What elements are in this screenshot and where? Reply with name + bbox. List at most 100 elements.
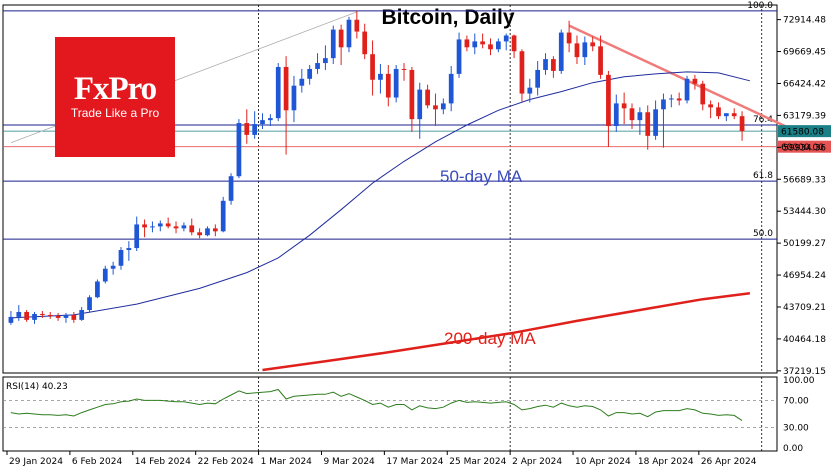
fib-level-label: 50.0: [753, 229, 773, 239]
candle-body: [488, 44, 493, 50]
candle-body: [362, 31, 368, 55]
candle-body: [205, 228, 210, 236]
candle-body: [338, 29, 344, 48]
candle-body: [110, 265, 116, 269]
candle-body: [220, 200, 226, 232]
date-axis-label: 2 Apr 2024: [512, 457, 562, 467]
price-panel-frame: [2, 4, 778, 374]
candle-body: [134, 224, 140, 249]
rsi-panel-frame: [2, 376, 778, 452]
price-axis-tick: 66424.42: [783, 79, 826, 89]
candle-body: [385, 73, 391, 98]
candle-body: [244, 123, 250, 135]
candle-body: [323, 58, 328, 64]
candle-body: [409, 69, 415, 120]
candle-body: [511, 35, 517, 52]
candle-body: [150, 226, 155, 228]
candle-body: [433, 105, 438, 110]
price-tag-label: 61580.08: [781, 128, 824, 138]
fib-level-label: 61.8: [753, 171, 773, 181]
date-axis-label: 25 Mar 2024: [449, 457, 506, 467]
date-axis-label: 1 Mar 2024: [261, 457, 313, 467]
price-tag-box: [778, 125, 831, 138]
fxpro-logo: FxPro Trade Like a Pro: [55, 37, 175, 157]
candle-body: [535, 69, 541, 88]
candle-body: [315, 63, 320, 69]
candle-body: [87, 297, 92, 311]
rsi-label: RSI(14) 40.23: [6, 382, 68, 392]
candle-body: [543, 59, 548, 70]
candle-body: [252, 124, 258, 135]
candle-body: [40, 313, 45, 315]
ma200-label: 200-day MA: [444, 329, 536, 348]
rsi-axis-tick: 70.00: [783, 396, 809, 406]
ma50-label: 50-day MA: [440, 167, 523, 186]
candle-body: [558, 32, 564, 71]
date-axis-label: 6 Feb 2024: [72, 457, 123, 467]
candle-body: [102, 268, 108, 282]
date-axis-label: 14 Feb 2024: [135, 457, 191, 467]
candle-body: [79, 310, 85, 320]
candle-body: [731, 113, 737, 117]
candle-body: [606, 74, 611, 127]
date-axis-label: 29 Jan 2024: [9, 457, 63, 467]
candle-body: [723, 113, 729, 117]
price-axis-tick: 59934.36: [783, 143, 826, 153]
price-tag-box: [778, 140, 831, 153]
candle-body: [165, 223, 171, 227]
candle-body: [260, 120, 265, 125]
candle-body: [401, 68, 407, 70]
candle-body: [354, 19, 360, 32]
fxpro-logo-word: FxPro: [73, 71, 157, 107]
candle-body: [346, 19, 352, 48]
candle-body: [440, 103, 446, 110]
candle-body: [661, 99, 666, 110]
date-axis-label: 10 Apr 2024: [575, 457, 631, 467]
candle-body: [393, 68, 399, 98]
candle-body: [63, 314, 69, 318]
rsi-axis-tick: 0.00: [783, 444, 803, 454]
candle-body: [645, 112, 651, 136]
date-axis-label: 18 Apr 2024: [638, 457, 694, 467]
price-axis-tick: 72914.48: [783, 16, 826, 26]
ma200-line: [262, 292, 751, 372]
candle-body: [142, 224, 147, 228]
candle-body: [16, 311, 22, 317]
axes: 61580.08 60000.00 72914.48 69669.45 66424.42…: [6, 16, 831, 467]
rsi-axis-tick: 100.00: [783, 376, 815, 386]
candles: [8, 10, 745, 325]
candle-body: [653, 109, 658, 136]
candle-body: [700, 83, 706, 105]
candle-body: [268, 118, 273, 121]
candle-body: [708, 104, 713, 108]
candle-body: [47, 314, 53, 316]
price-axis-tick: 50199.27: [783, 239, 826, 249]
candle-body: [519, 51, 525, 94]
candle-body: [24, 311, 30, 320]
candle-body: [307, 68, 313, 79]
rsi-line: [10, 388, 743, 422]
candle-body: [692, 78, 698, 84]
candle-body: [668, 98, 674, 100]
fxpro-logo-tagline: Trade Like a Pro: [70, 106, 160, 120]
candle-body: [629, 108, 635, 121]
price-axis-tick: 40464.18: [783, 335, 826, 345]
candle-body: [370, 54, 375, 80]
candle-body: [551, 59, 556, 71]
price-axis-tick: 37219.15: [783, 367, 826, 377]
candle-body: [590, 42, 596, 47]
candle-body: [425, 89, 430, 106]
price-axis-tick: 53444.30: [783, 207, 826, 217]
price-axis-tick: 69669.45: [783, 48, 826, 58]
price-axis-tick: 43709.21: [783, 303, 826, 313]
candle-body: [197, 232, 202, 236]
candle-body: [126, 248, 132, 251]
candle-body: [480, 41, 485, 45]
candle-body: [417, 89, 423, 120]
price-tag-label: 60000.00: [781, 143, 824, 153]
candle-body: [228, 176, 234, 201]
price-axis-tick: 46954.24: [783, 271, 826, 281]
chart-title: Bitcoin, Daily: [381, 6, 514, 29]
candle-body: [448, 73, 454, 104]
candle-body: [464, 39, 470, 48]
